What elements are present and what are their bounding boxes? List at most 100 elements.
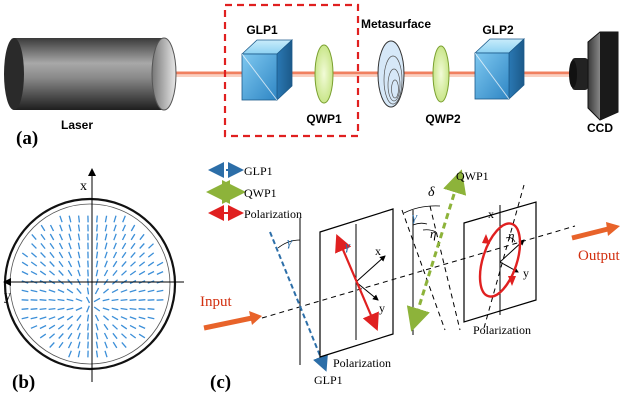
orientation-dash xyxy=(39,299,47,301)
orientation-dash xyxy=(49,251,55,259)
orientation-dash xyxy=(57,298,65,302)
orientation-dash xyxy=(40,233,46,241)
panel-b-x-label: x xyxy=(80,179,87,194)
orientation-dash xyxy=(139,243,145,249)
orientation-dash xyxy=(138,270,146,276)
orientation-dash xyxy=(39,324,47,330)
orientation-dash xyxy=(111,288,119,294)
orientation-dash xyxy=(95,269,99,277)
orientation-dash xyxy=(112,332,118,340)
orientation-dash xyxy=(48,316,56,320)
orientation-dash xyxy=(40,242,46,250)
orientation-dash xyxy=(112,260,118,268)
polarization-plane-2 xyxy=(463,201,537,323)
orientation-dash xyxy=(86,305,90,313)
qwp1-reference-dashed-1 xyxy=(401,209,446,331)
orientation-dash xyxy=(59,215,63,223)
orientation-dash xyxy=(49,233,55,241)
orientation-dash xyxy=(93,306,101,312)
qwp1-eta-label: η xyxy=(430,226,436,241)
orientation-dash xyxy=(48,298,56,302)
orientation-dash xyxy=(130,233,136,241)
orientation-dash xyxy=(67,332,73,340)
orientation-dash xyxy=(30,270,38,276)
orientation-dash xyxy=(112,324,118,330)
plane1-gamma-label: γ xyxy=(345,238,351,253)
elliptical-polarization xyxy=(478,222,522,298)
orientation-dash xyxy=(138,299,146,301)
orientation-dash xyxy=(39,289,47,293)
orientation-dash xyxy=(122,224,126,232)
orientation-dash xyxy=(68,350,72,358)
orientation-dash xyxy=(121,251,127,259)
orientation-dash xyxy=(129,299,137,301)
orientation-dash xyxy=(104,233,108,241)
orientation-dash xyxy=(66,288,74,294)
orientation-dash xyxy=(95,242,99,250)
orientation-dash xyxy=(31,243,37,249)
orientation-dash xyxy=(30,289,38,293)
orientation-dash xyxy=(95,233,99,241)
orientation-dash xyxy=(95,251,99,259)
orientation-dash xyxy=(21,270,29,276)
orientation-dash xyxy=(139,252,145,258)
orientation-dash xyxy=(111,307,119,311)
orientation-dash xyxy=(67,341,73,349)
orientation-dash xyxy=(103,269,109,277)
glp1-qwp1-dashed-box xyxy=(223,3,360,138)
orientation-dash xyxy=(30,261,38,267)
orientation-dash xyxy=(102,315,110,321)
orientation-dash xyxy=(138,316,146,320)
orientation-dash xyxy=(120,298,128,302)
orientation-dash xyxy=(48,307,56,311)
glp2-label: GLP2 xyxy=(482,23,514,37)
orientation-dash xyxy=(120,289,128,293)
orientation-dash xyxy=(57,315,65,321)
glp1-gamma-arc xyxy=(277,239,301,249)
orientation-dash xyxy=(77,260,81,268)
orientation-dash xyxy=(58,251,64,259)
orientation-dash xyxy=(58,270,64,276)
orientation-dash xyxy=(94,287,100,295)
orientation-dash xyxy=(68,251,72,259)
orientation-dash xyxy=(121,270,127,276)
orientation-dash xyxy=(49,261,55,267)
orientation-dash xyxy=(156,271,164,275)
orientation-dash xyxy=(67,323,73,331)
orientation-dash xyxy=(76,323,82,331)
orientation-dash xyxy=(85,296,91,304)
orientation-dash xyxy=(40,224,46,232)
output-label: Output xyxy=(578,248,621,264)
orientation-dash xyxy=(122,215,126,223)
orientation-dash xyxy=(66,307,74,311)
orientation-dash xyxy=(156,261,164,267)
orientation-dash xyxy=(138,325,146,329)
orientation-dash xyxy=(104,341,108,349)
ccd-camera-icon xyxy=(569,31,619,121)
orientation-dash xyxy=(147,252,155,258)
orientation-dash xyxy=(49,242,55,250)
qwp2-label: QWP2 xyxy=(425,112,461,126)
orientation-dash xyxy=(121,260,127,268)
orientation-dash xyxy=(112,251,118,259)
orientation-dash xyxy=(77,233,81,241)
orientation-dash xyxy=(121,341,127,349)
metasurface-disk-outer xyxy=(3,197,177,371)
orientation-dash xyxy=(48,270,56,276)
plane2-eta-label: η xyxy=(508,228,514,243)
orientation-dash xyxy=(130,251,136,259)
orientation-dash xyxy=(57,324,65,330)
ellipse-direction-arrow-bottom xyxy=(508,276,516,286)
panel-c-label: (c) xyxy=(210,372,231,393)
orientation-dash xyxy=(102,288,110,294)
orientation-dash xyxy=(102,307,110,311)
orientation-dash xyxy=(58,341,64,349)
orientation-dash xyxy=(48,324,56,330)
orientation-dash xyxy=(104,260,108,268)
plane2-x-label: x xyxy=(488,207,494,221)
orientation-dash xyxy=(113,242,117,250)
orientation-dash xyxy=(30,325,38,329)
polarization-plane-1 xyxy=(319,208,394,358)
orientation-dash xyxy=(130,224,136,232)
